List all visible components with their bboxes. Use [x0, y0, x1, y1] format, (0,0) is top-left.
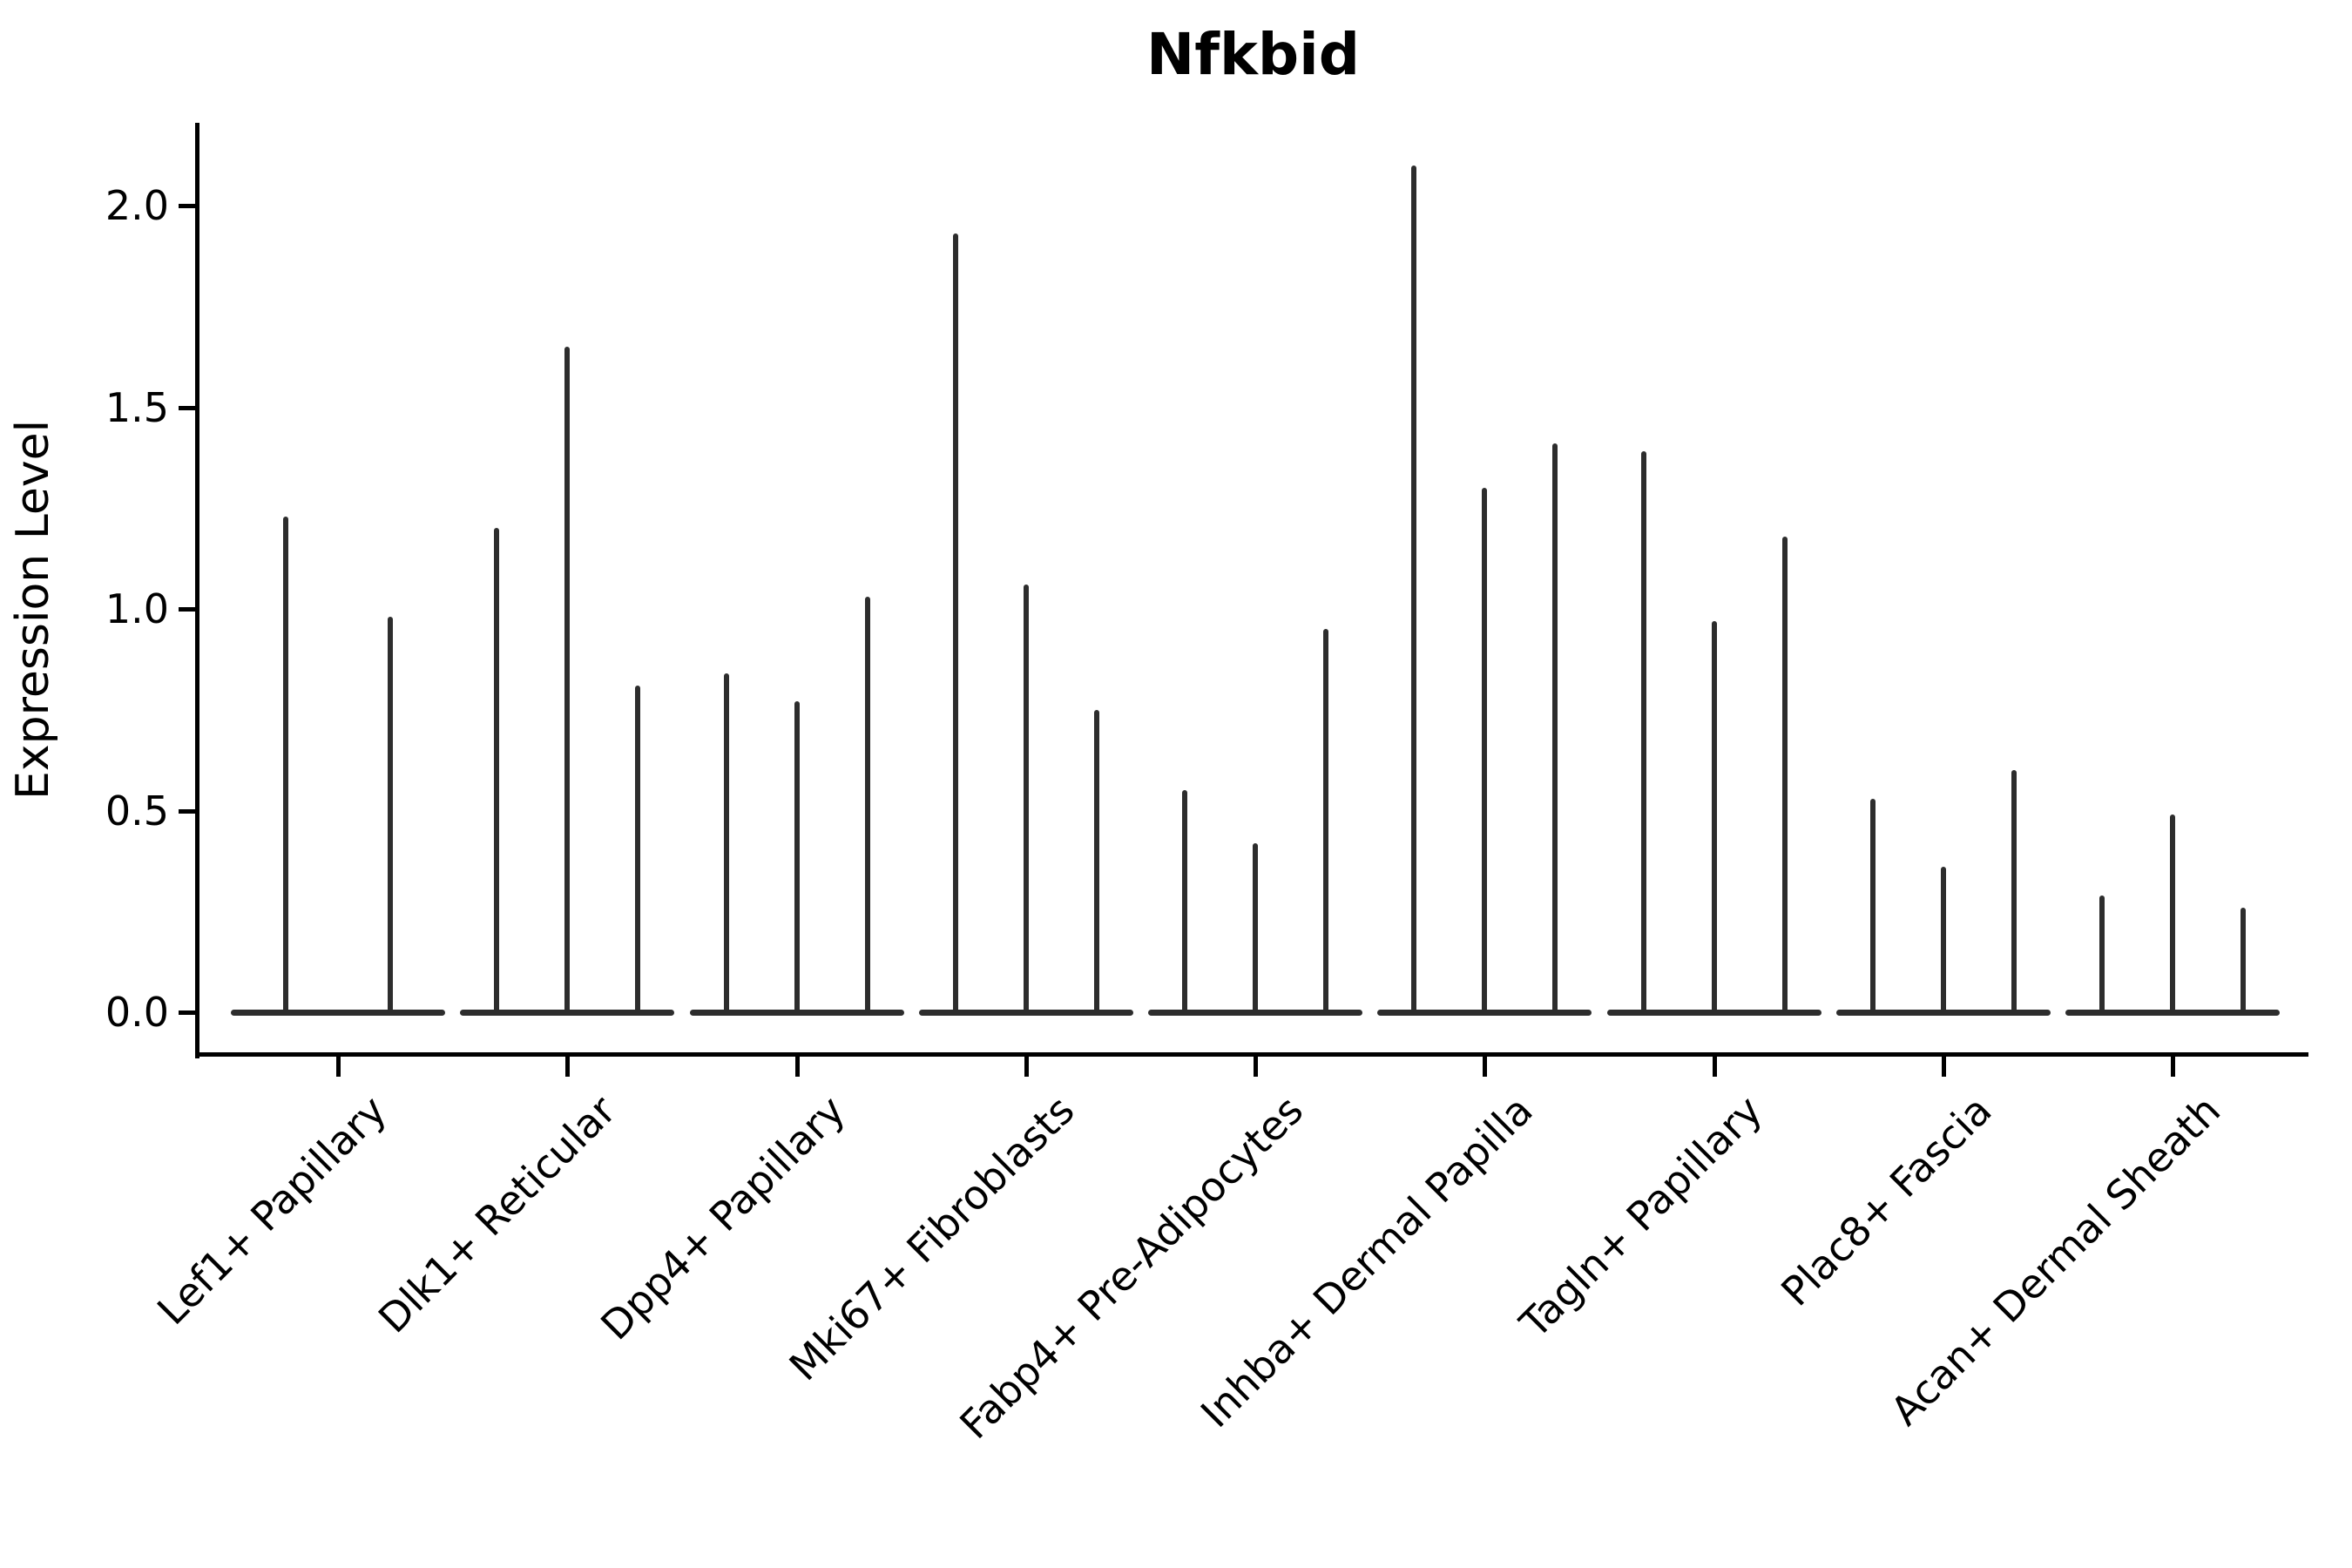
x-tick [336, 1056, 341, 1077]
y-tick-label: 1.0 [105, 585, 169, 632]
violin-spike [864, 597, 870, 1016]
x-tick [1941, 1056, 1946, 1077]
x-tick [1483, 1056, 1488, 1077]
violin-spike [1253, 842, 1258, 1016]
violin-base [231, 1009, 445, 1016]
violin-spike [1093, 709, 1099, 1016]
y-tick-label: 2.0 [105, 182, 169, 229]
x-tick [1254, 1056, 1258, 1077]
violin-spike [2240, 907, 2246, 1016]
x-tick [565, 1056, 571, 1077]
y-tick-label: 0.0 [105, 989, 169, 1036]
x-axis-spine [195, 1052, 2308, 1057]
violin-spike [1869, 798, 1876, 1016]
x-tick [1024, 1056, 1029, 1077]
violin-spike [1781, 536, 1788, 1016]
x-tick [1712, 1056, 1717, 1077]
violin-spike [283, 516, 288, 1016]
y-tick [179, 1010, 198, 1015]
violin-spike [564, 347, 571, 1016]
y-tick [179, 405, 198, 410]
violin-spike [494, 528, 500, 1016]
x-tick-label: Plac8+ Fascia [1771, 1086, 2001, 1315]
y-tick [179, 808, 198, 814]
x-tick-label: Lef1+ Papillary [147, 1086, 395, 1335]
x-tick [2171, 1056, 2175, 1077]
y-axis-spine [195, 123, 199, 1058]
violin-spike [388, 617, 393, 1016]
x-tick [794, 1056, 800, 1077]
violin-spike [1940, 867, 1946, 1016]
violin-spike [1482, 488, 1488, 1016]
x-tick-label: Tagln+ Papillary [1511, 1086, 1771, 1348]
violin-spike [1411, 165, 1417, 1016]
violin-spike [1182, 790, 1187, 1016]
violin-spike [1023, 585, 1029, 1016]
y-tick [179, 204, 198, 208]
chart-title: Nfkbid [1146, 21, 1360, 88]
violin-spike [2011, 770, 2017, 1016]
x-tick-label: Dpp4+ Papillary [591, 1086, 854, 1349]
x-tick-label: Dlk1+ Reticular [368, 1086, 625, 1342]
violin-spike [2099, 895, 2105, 1016]
violin-spike [1323, 629, 1328, 1016]
y-tick [179, 607, 198, 612]
y-tick-label: 0.5 [105, 787, 169, 835]
violin-spike [635, 685, 641, 1016]
violin-spike [1711, 620, 1717, 1016]
violin-spike [1552, 443, 1558, 1016]
y-tick-label: 1.5 [105, 383, 169, 431]
violin-spike [1640, 451, 1646, 1016]
violin-spike [2170, 814, 2175, 1016]
violin-spike [794, 701, 800, 1016]
violin-spike [952, 233, 958, 1016]
violin-spike [723, 673, 729, 1016]
